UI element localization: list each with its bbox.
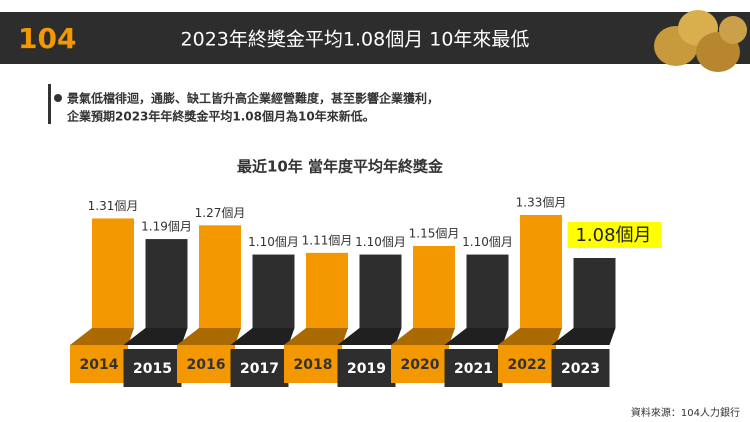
value-label: 1.19個月 (141, 220, 192, 234)
value-label: 1.33個月 (516, 196, 567, 210)
value-label: 1.10個月 (462, 235, 513, 249)
x-tick-label: 2018 (294, 357, 333, 373)
value-label: 1.08個月 (575, 225, 651, 246)
x-tick-label: 2019 (347, 361, 386, 377)
value-label: 1.10個月 (248, 235, 299, 249)
x-tick-label: 2017 (240, 361, 279, 377)
x-tick-label: 2020 (401, 357, 440, 373)
x-tick-label: 2015 (133, 361, 172, 377)
bar (199, 225, 241, 328)
value-label: 1.31個月 (88, 199, 139, 213)
bar-fold (230, 328, 295, 345)
bar-fold (551, 328, 616, 345)
source: 資料來源：104人力銀行 (631, 406, 740, 419)
year-base (177, 345, 235, 383)
bar-fold (444, 328, 509, 345)
value-label: 1.10個月 (355, 235, 406, 249)
bullet-dot (54, 94, 62, 102)
bar (413, 245, 455, 328)
year-base (498, 345, 556, 383)
year-base (551, 349, 610, 387)
bullet-line: 企業預期2023年年終獎金平均1.08個月為10年來新低。 (66, 109, 375, 124)
x-tick-label: 2016 (187, 357, 226, 373)
coin (719, 16, 747, 44)
x-tick-label: 2014 (80, 357, 119, 373)
header-title: 2023年終獎金平均1.08個月 10年來最低 (181, 29, 530, 51)
bar (306, 252, 348, 328)
bar (520, 215, 562, 328)
value-label: 1.15個月 (409, 226, 460, 240)
header-band (0, 12, 750, 64)
chart-title: 最近10年 當年度平均年終獎金 (237, 158, 444, 176)
bar-fold (177, 328, 241, 345)
year-base (337, 349, 396, 387)
year-base (123, 349, 182, 387)
x-tick-label: 2021 (454, 361, 493, 377)
year-base (284, 345, 342, 383)
bar (252, 254, 295, 328)
year-base (391, 345, 449, 383)
x-tick-label: 2022 (508, 357, 547, 373)
x-tick-label: 2023 (561, 361, 600, 377)
logo: 104 (18, 22, 76, 55)
bar (359, 254, 402, 328)
bar-fold (70, 328, 134, 345)
year-base (444, 349, 503, 387)
bar-fold (498, 328, 562, 345)
bar (145, 239, 188, 328)
bar (466, 254, 509, 328)
year-base (230, 349, 289, 387)
bar-fold (337, 328, 402, 345)
bar-fold (284, 328, 348, 345)
bullet-bar (48, 84, 51, 124)
year-base (70, 345, 128, 383)
value-label: 1.11個月 (302, 233, 353, 247)
value-label: 1.27個月 (195, 206, 246, 220)
bar (92, 218, 134, 328)
label-highlight (567, 222, 662, 248)
bar (573, 258, 616, 328)
coins (654, 10, 747, 72)
bar-fold (123, 328, 188, 345)
bullet-line: 景氣低檔徘迴，通膨、缺工皆升高企業經營難度，甚至影響企業獲利， (67, 91, 439, 106)
bar-fold (391, 328, 455, 345)
